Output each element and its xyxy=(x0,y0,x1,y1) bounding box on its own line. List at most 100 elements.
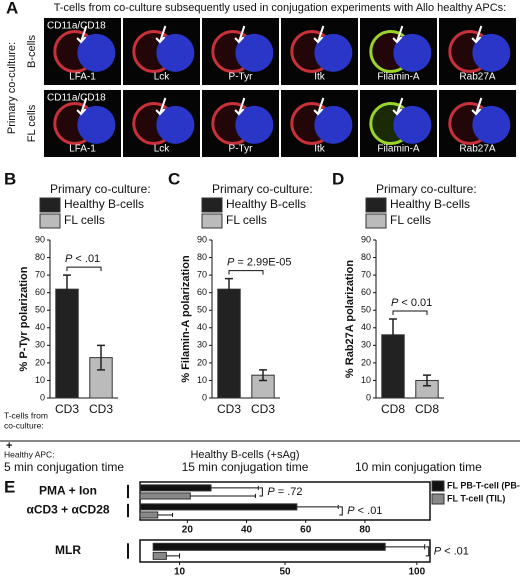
y-tick-label: 50 xyxy=(361,305,371,315)
y-tick-label: 70 xyxy=(361,269,371,279)
bar xyxy=(152,551,167,560)
error-bar xyxy=(423,374,431,387)
image-label: Rab27A xyxy=(459,72,495,83)
p-annotation: P < 0.01 xyxy=(391,297,432,309)
y-tick-label: 20 xyxy=(35,357,45,367)
panel-label: E xyxy=(4,477,15,496)
panel-label: D xyxy=(332,169,344,188)
x-tick-label: 100 xyxy=(408,567,425,578)
y-tick-label: 10 xyxy=(361,375,371,385)
p-value: < .01 xyxy=(444,545,469,557)
arrow xyxy=(471,25,483,44)
image-label: LFA-1 xyxy=(69,144,96,155)
cell xyxy=(235,33,274,72)
x-tick-label: CD3 xyxy=(55,402,79,416)
error-bar xyxy=(296,504,339,509)
y-axis-label: % P-Tyr polarization xyxy=(18,266,30,371)
legend-label: Healthy B-cells xyxy=(64,197,144,211)
x-tick-label: CD3 xyxy=(217,402,241,416)
legend-swatch xyxy=(431,493,445,505)
error-bar xyxy=(157,512,174,518)
y-tick-label: 0 xyxy=(40,392,45,402)
cell xyxy=(77,105,116,144)
y-tick-label: 50 xyxy=(197,305,207,315)
arrow xyxy=(234,25,246,44)
arrow xyxy=(471,97,483,116)
legend-swatch xyxy=(39,197,61,213)
y-tick-label: 0 xyxy=(202,392,207,402)
image-label: Itk xyxy=(314,144,326,155)
y-tick-label: 90 xyxy=(35,234,45,244)
cell xyxy=(314,105,353,144)
cell xyxy=(472,33,511,72)
x-tick-label: CD3 xyxy=(251,402,275,416)
y-tick-label: 70 xyxy=(35,269,45,279)
x-tick-label: 80 xyxy=(359,525,371,536)
p-symbol: P xyxy=(391,297,399,309)
footer-text: Healthy B-cells (+sAg) xyxy=(190,449,299,461)
y-tick-label: 60 xyxy=(35,287,45,297)
y-tick-label: 70 xyxy=(197,269,207,279)
footer-text: 5 min conjugation time xyxy=(4,460,124,474)
p-symbol: P xyxy=(434,545,442,557)
arrow xyxy=(392,25,404,44)
category-label: αCD3 + αCD28 xyxy=(26,503,109,517)
arrow xyxy=(76,97,88,116)
legend-label: FL cells xyxy=(390,213,431,227)
image-label: P-Tyr xyxy=(229,72,254,83)
image-label: CD11a/CD18 xyxy=(47,21,106,32)
y-tick-label: 40 xyxy=(361,322,371,332)
side-label: Primary co-culture: xyxy=(6,42,18,134)
x-tick-label: 50 xyxy=(279,567,291,578)
y-axis-label: % Filamin-A polarization xyxy=(180,255,192,383)
error-bar xyxy=(385,544,426,550)
cell xyxy=(314,33,353,72)
legend-swatch xyxy=(39,213,61,229)
x-tick-label: CD8 xyxy=(381,402,405,416)
legend-swatch xyxy=(365,197,387,213)
panel-label: A xyxy=(6,0,18,17)
x-tick-label: 20 xyxy=(182,525,194,536)
y-tick-label: 30 xyxy=(35,340,45,350)
y-tick-label: 30 xyxy=(361,340,371,350)
p-annotation: P < .01 xyxy=(65,253,100,265)
y-tick-label: 80 xyxy=(197,252,207,262)
y-tick-label: 20 xyxy=(361,357,371,367)
p-bracket xyxy=(259,487,263,497)
cell xyxy=(77,33,116,72)
p-annotation: P < .01 xyxy=(434,545,469,557)
y-tick-label: 40 xyxy=(35,322,45,332)
category-label: MLR xyxy=(55,543,81,557)
y-tick-label: 80 xyxy=(361,252,371,262)
p-symbol: P xyxy=(267,486,275,498)
p-bracket xyxy=(339,506,343,516)
image-label: LFA-1 xyxy=(69,72,96,83)
panel-label: B xyxy=(4,169,16,188)
p-bracket xyxy=(425,546,430,557)
cell xyxy=(393,105,432,144)
bar xyxy=(55,288,79,399)
x-tick-label: 40 xyxy=(241,525,253,536)
y-tick-label: 60 xyxy=(197,287,207,297)
arrow xyxy=(76,25,88,44)
p-symbol: P xyxy=(65,253,73,265)
x-tick-label: CD8 xyxy=(415,402,439,416)
cell xyxy=(156,105,195,144)
cell xyxy=(235,105,274,144)
arrow xyxy=(392,97,404,116)
p-value: < .01 xyxy=(358,505,383,517)
error-bar xyxy=(166,553,181,559)
footer-text: 10 min conjugation time xyxy=(355,460,482,474)
x-tick-label: 60 xyxy=(300,525,312,536)
footer-text: Healthy APC: xyxy=(4,449,55,459)
bar xyxy=(139,511,159,519)
footer-text: T-cells from xyxy=(4,410,48,420)
error-bar xyxy=(63,274,71,304)
error-bar xyxy=(211,485,259,490)
image-label: Filamin-A xyxy=(377,144,420,155)
p-value: = .72 xyxy=(278,486,303,498)
y-tick-label: 0 xyxy=(366,392,371,402)
p-annotation: P = .72 xyxy=(267,486,302,498)
legend-swatch xyxy=(201,197,223,213)
panel-label: C xyxy=(168,169,180,188)
